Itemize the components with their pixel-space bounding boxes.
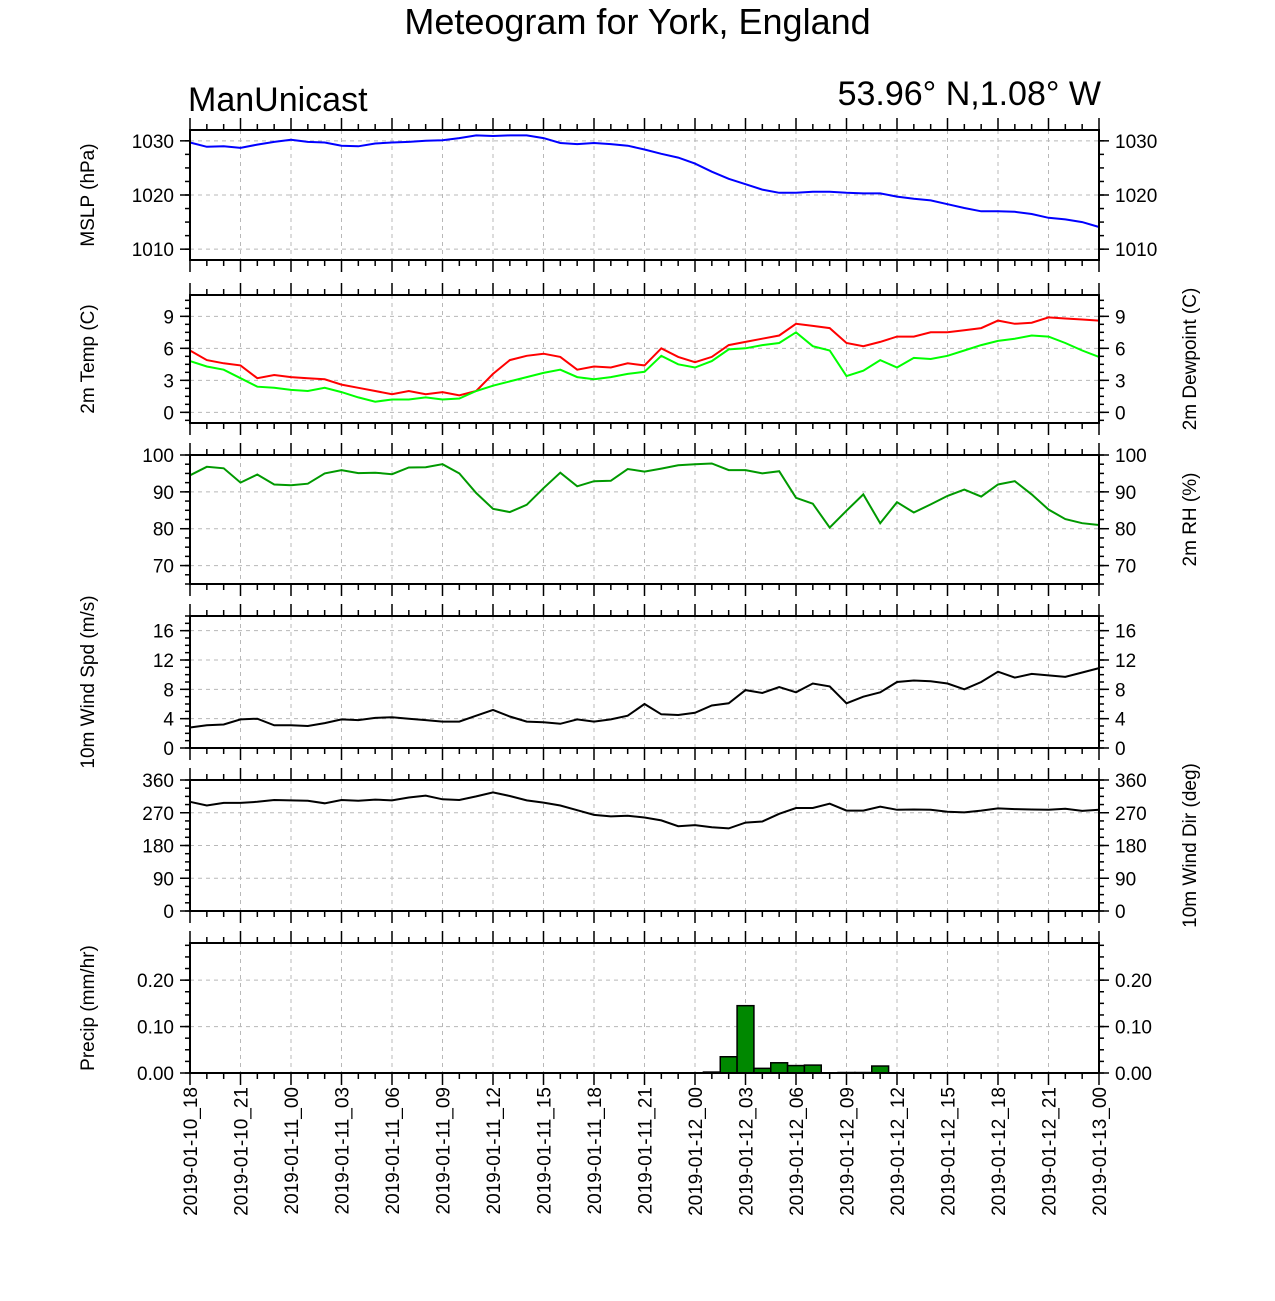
y-tick-label: 9 <box>163 307 174 328</box>
y-tick-label: 0 <box>1115 739 1126 760</box>
y-tick-label: 1020 <box>1115 186 1157 207</box>
y-axis-label-left: MSLP (hPa) <box>78 143 99 246</box>
y-tick-label: 0 <box>163 739 174 760</box>
x-tick-label: 2019-01-12_15 <box>939 1087 960 1216</box>
series-line-wspd <box>189 667 1100 729</box>
x-tick-label: 2019-01-11_21 <box>636 1087 657 1214</box>
y-tick-label: 70 <box>153 557 174 578</box>
y-tick-label: 8 <box>163 680 174 701</box>
y-axis-label-left: Precip (mm/hr) <box>78 945 99 1071</box>
y-tick-label: 1010 <box>1115 240 1157 261</box>
y-tick-label: 12 <box>1115 651 1136 672</box>
series-line-mslp <box>189 134 1100 228</box>
x-tick-label: 2019-01-12_03 <box>737 1087 758 1216</box>
y-tick-label: 90 <box>1115 483 1136 504</box>
x-tick-label: 2019-01-11_06 <box>383 1087 404 1214</box>
x-tick-label: 2019-01-12_09 <box>838 1087 859 1216</box>
y-tick-label: 0 <box>1115 403 1126 424</box>
precip-bar <box>719 1056 738 1074</box>
y-tick-label: 360 <box>142 771 174 792</box>
y-tick-label: 1030 <box>1115 132 1157 153</box>
y-tick-label: 4 <box>1115 710 1126 731</box>
precip-bar <box>803 1064 823 1074</box>
y-tick-label: 0.20 <box>1115 971 1152 992</box>
y-tick-label: 3 <box>163 371 174 392</box>
x-tick-label: 2019-01-11_12 <box>484 1087 505 1214</box>
y-tick-label: 270 <box>1115 804 1147 825</box>
y-tick-label: 0 <box>163 902 174 923</box>
x-tick-label: 2019-01-12_06 <box>787 1087 808 1216</box>
y-tick-label: 0 <box>163 403 174 424</box>
x-tick-label: 2019-01-10_18 <box>181 1087 202 1216</box>
y-axis-label-right: 2m Dewpoint (C) <box>1180 288 1201 431</box>
series-line-rh <box>189 462 1100 530</box>
y-tick-label: 0.10 <box>137 1018 174 1039</box>
y-tick-label: 360 <box>1115 771 1147 792</box>
precip-bar <box>871 1065 890 1074</box>
y-tick-label: 6 <box>163 339 174 360</box>
y-tick-label: 9 <box>1115 307 1126 328</box>
y-axis-label-left: 2m Temp (C) <box>78 304 99 413</box>
x-tick-label: 2019-01-12_21 <box>1040 1087 1061 1216</box>
x-tick-label: 2019-01-12_12 <box>888 1087 909 1216</box>
y-tick-label: 70 <box>1115 557 1136 578</box>
x-tick-label: 2019-01-11_15 <box>535 1087 556 1214</box>
y-axis-label-right: 10m Wind Dir (deg) <box>1180 763 1201 928</box>
chart-title: Meteogram for York, England <box>404 1 871 42</box>
y-tick-label: 4 <box>163 710 174 731</box>
location-coordinates: 53.96° N,1.08° W <box>837 75 1101 113</box>
y-tick-label: 1010 <box>132 240 174 261</box>
y-tick-label: 80 <box>1115 520 1136 541</box>
y-tick-label: 8 <box>1115 680 1126 701</box>
x-tick-label: 2019-01-11_09 <box>434 1087 455 1214</box>
precip-bar <box>770 1062 789 1074</box>
x-tick-label: 2019-01-12_00 <box>686 1087 707 1216</box>
model-name: ManUnicast <box>188 81 368 119</box>
series-line-temp <box>189 316 1100 397</box>
y-tick-label: 100 <box>142 446 174 467</box>
y-tick-label: 3 <box>1115 371 1126 392</box>
x-tick-label: 2019-01-11_00 <box>282 1087 303 1214</box>
y-tick-label: 90 <box>1115 869 1136 890</box>
y-tick-label: 0 <box>1115 902 1126 923</box>
y-tick-label: 0.10 <box>1115 1018 1152 1039</box>
x-tick-label: 2019-01-11_03 <box>333 1087 354 1214</box>
y-tick-label: 90 <box>153 869 174 890</box>
y-tick-label: 80 <box>153 520 174 541</box>
y-tick-label: 1030 <box>132 132 174 153</box>
series-line-temp <box>189 331 1100 403</box>
x-tick-label: 2019-01-10_21 <box>232 1087 253 1216</box>
series-line-wdir <box>189 791 1100 830</box>
y-tick-label: 180 <box>142 837 174 858</box>
y-tick-label: 100 <box>1115 446 1147 467</box>
y-tick-label: 1020 <box>132 186 174 207</box>
y-axis-label-left: 10m Wind Spd (m/s) <box>78 595 99 768</box>
y-tick-label: 180 <box>1115 837 1147 858</box>
y-tick-label: 90 <box>153 483 174 504</box>
y-tick-label: 0.20 <box>137 971 174 992</box>
precip-bar <box>736 1004 755 1074</box>
x-tick-label: 2019-01-12_18 <box>989 1087 1010 1216</box>
y-tick-label: 16 <box>1115 622 1136 643</box>
y-axis-label-right: 2m RH (%) <box>1180 473 1201 567</box>
y-tick-label: 16 <box>153 622 174 643</box>
y-tick-label: 12 <box>153 651 174 672</box>
x-tick-label: 2019-01-13_00 <box>1090 1087 1111 1216</box>
y-tick-label: 0.00 <box>1115 1064 1152 1085</box>
y-tick-label: 270 <box>142 804 174 825</box>
y-tick-label: 0.00 <box>137 1064 174 1085</box>
y-tick-label: 6 <box>1115 339 1126 360</box>
precip-bar <box>786 1064 806 1074</box>
x-tick-label: 2019-01-11_18 <box>585 1087 606 1214</box>
